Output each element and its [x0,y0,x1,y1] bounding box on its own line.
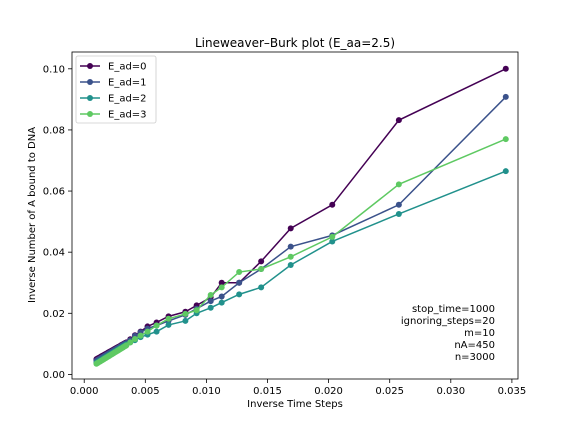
data-point-e-ad-3 [502,136,509,143]
data-point-e-ad-2 [287,262,294,269]
data-point-e-ad-2 [182,317,189,324]
data-point-e-ad-3 [131,335,138,342]
annotation-line: nA=450 [454,340,495,351]
data-point-e-ad-3 [395,181,402,188]
legend-marker-e-ad-3 [87,111,93,117]
data-point-e-ad-3 [182,310,189,317]
data-point-e-ad-1 [502,93,509,100]
y-tick-label: 0.02 [43,309,65,320]
x-tick-label: 0.015 [253,386,282,397]
x-tick-label: 0.000 [70,386,99,397]
data-point-e-ad-1 [236,279,243,286]
x-tick-label: 0.030 [436,386,465,397]
legend: E_ad=0 E_ad=1 E_ad=2 E_ad=3 [75,55,157,124]
data-point-e-ad-2 [153,328,160,335]
legend-marker-e-ad-2 [87,95,93,101]
data-point-e-ad-0 [258,258,265,265]
data-point-e-ad-3 [193,307,200,314]
data-point-e-ad-1 [218,293,225,300]
x-axis: 0.000 0.005 0.010 0.015 0.020 0.025 0.030 0.035 [70,379,526,397]
data-point-e-ad-2 [236,291,243,298]
data-point-e-ad-0 [329,201,336,208]
data-point-e-ad-3 [329,233,336,240]
y-tick-label: 0.10 [43,64,65,75]
y-tick-label: 0.04 [43,248,65,259]
data-point-e-ad-3 [153,322,160,329]
data-point-e-ad-3 [287,253,294,260]
legend-marker-e-ad-0 [87,63,93,69]
data-point-e-ad-2 [218,299,225,306]
legend-marker-e-ad-1 [87,79,93,85]
data-point-e-ad-2 [207,304,214,311]
y-tick-label: 0.06 [43,187,65,198]
data-point-e-ad-2 [329,238,336,245]
x-tick-label: 0.025 [375,386,404,397]
data-point-e-ad-3 [165,315,172,322]
data-point-e-ad-0 [287,225,294,232]
data-point-e-ad-1 [287,243,294,250]
legend-frame [75,55,157,124]
series-layer [93,65,509,367]
data-point-e-ad-0 [395,117,402,124]
x-tick-label: 0.005 [131,386,160,397]
data-point-e-ad-2 [502,168,509,175]
data-point-e-ad-3 [218,284,225,291]
y-axis: 0.00 0.02 0.04 0.06 0.08 0.10 [43,64,72,381]
x-axis-label: Inverse Time Steps [247,399,343,410]
x-tick-label: 0.020 [314,386,343,397]
data-point-e-ad-0 [218,279,225,286]
data-point-e-ad-0 [502,65,509,72]
plot-frame [71,51,519,380]
data-point-e-ad-3 [127,339,134,346]
annotation-line: stop_time=1000 [412,304,495,315]
data-point-e-ad-1 [207,298,214,305]
legend-label-e-ad-1: E_ad=1 [108,78,147,89]
y-axis-label: Inverse Number of A bound to DNA [27,127,38,303]
data-point-e-ad-2 [165,321,172,328]
data-point-e-ad-3 [207,291,214,298]
annotation-line: m=10 [464,328,495,339]
data-point-e-ad-1 [395,201,402,208]
data-point-e-ad-3 [258,265,265,272]
y-tick-label: 0.08 [43,125,65,136]
annotation-line: n=3000 [455,352,495,363]
data-point-e-ad-2 [395,210,402,217]
legend-label-e-ad-2: E_ad=2 [108,94,147,105]
chart-title: Lineweaver–Burk plot (E_aa=2.5) [195,36,395,50]
data-point-e-ad-3 [144,328,151,335]
x-tick-label: 0.010 [192,386,221,397]
data-point-e-ad-3 [236,269,243,276]
parameter-annotations: stop_time=1000ignoring_steps=20m=10nA=45… [401,304,495,363]
y-tick-label: 0.00 [43,370,65,381]
annotation-line: ignoring_steps=20 [401,316,495,327]
x-tick-label: 0.035 [498,386,527,397]
data-point-e-ad-3 [137,332,144,339]
data-point-e-ad-2 [258,284,265,291]
legend-label-e-ad-3: E_ad=3 [108,110,147,121]
legend-label-e-ad-0: E_ad=0 [108,62,147,73]
